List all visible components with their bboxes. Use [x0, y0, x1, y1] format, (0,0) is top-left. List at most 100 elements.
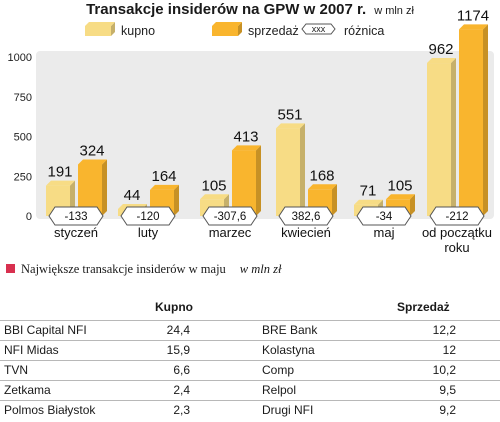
bar-sprzedaz-top: [150, 184, 179, 190]
chart-unit: w mln zł: [374, 5, 414, 17]
legend-swatch-side: [238, 22, 242, 36]
buy-value: 6,6: [173, 363, 190, 377]
legend-badge-text: xxx: [312, 24, 326, 34]
buy-value: 15,9: [166, 343, 190, 357]
legend-swatch-top: [212, 22, 242, 26]
x-tick-label: od początku: [422, 225, 492, 240]
bar-sprzedaz-top: [78, 159, 107, 165]
bar-sprzedaz-side: [256, 145, 261, 216]
data-label-kupno: 71: [360, 183, 377, 200]
y-tick-label: 0: [26, 211, 32, 223]
insider-table: Największe transakcje insiderów w maju w …: [0, 258, 500, 422]
bar-sprzedaz-side: [102, 159, 107, 216]
table-header: Największe transakcje insiderów w maju w …: [6, 262, 496, 278]
table-title: Największe transakcje insiderów w maju: [21, 262, 226, 276]
sell-value: 9,2: [439, 403, 456, 417]
red-square-icon: [6, 264, 15, 273]
bar-kupno-top: [200, 194, 229, 200]
buy-company: Polmos Białystok: [4, 403, 96, 417]
data-label-sprzedaz: 324: [79, 142, 104, 159]
y-tick-label: 250: [14, 171, 32, 183]
bar-kupno: [427, 63, 451, 217]
buy-company: NFI Midas: [4, 343, 59, 357]
legend-badge-icon: [301, 23, 336, 35]
bar-kupno-side: [451, 58, 456, 217]
difference-label: 382,6: [292, 211, 321, 223]
bar-kupno-top: [427, 58, 456, 64]
chart-title-block: Transakcje insiderów na GPW w 2007 r. w m…: [0, 1, 500, 19]
buy-value: 24,4: [166, 323, 190, 337]
difference-badge: [429, 206, 485, 226]
bar-chart: 0 250 500 750 1000 kupno sprzedaż xxx różnica 191…: [8, 7, 494, 255]
x-tick-label: styczeń: [54, 225, 98, 240]
column-header-kupno: Kupno: [155, 300, 193, 314]
legend-swatch: [85, 26, 111, 36]
bar-sprzedaz-side: [410, 194, 415, 216]
bar-sprzedaz-side: [332, 184, 337, 216]
data-label-kupno: 551: [277, 106, 302, 123]
bar-sprzedaz-side: [483, 24, 488, 216]
data-label-sprzedaz: 413: [233, 128, 258, 145]
buy-value: 2,4: [173, 383, 190, 397]
bar-sprzedaz-top: [386, 194, 415, 200]
y-tick-label: 750: [14, 92, 32, 104]
table-row: BBI Capital NFI 24,4 BRE Bank 12,2: [0, 320, 500, 341]
table-row: Zetkama 2,4 Relpol 9,5: [0, 380, 500, 401]
bar-kupno-top: [46, 180, 75, 186]
difference-badge: [202, 206, 258, 226]
bar-sprzedaz: [459, 29, 483, 216]
chart-title: Transakcje insiderów na GPW w 2007 r.: [86, 1, 367, 18]
bar-sprzedaz: [232, 150, 256, 216]
buy-company: Zetkama: [4, 383, 51, 397]
table-row: NFI Midas 15,9 Kolastyna 12: [0, 340, 500, 361]
legend-swatch: [212, 26, 238, 36]
legend-label-kupno: kupno: [121, 24, 155, 38]
legend-swatch-side: [111, 22, 115, 36]
y-tick-label: 1000: [8, 52, 32, 64]
buy-company: BBI Capital NFI: [4, 323, 87, 337]
y-tick-label: 500: [14, 132, 32, 144]
x-tick-label: luty: [138, 225, 159, 240]
data-label-kupno: 44: [124, 187, 141, 204]
x-tick-label: marzec: [209, 225, 252, 240]
data-label-sprzedaz: 105: [387, 177, 412, 194]
data-label-kupno: 962: [428, 41, 453, 58]
sell-company: Relpol: [262, 383, 297, 397]
buy-value: 2,3: [173, 403, 190, 417]
bar-sprzedaz-top: [459, 24, 488, 30]
bar-sprzedaz-top: [232, 145, 261, 151]
x-tick-label: roku: [444, 240, 469, 255]
sell-company: Drugi NFI: [262, 403, 314, 417]
data-label-sprzedaz: 164: [151, 168, 176, 185]
difference-badge: [356, 206, 412, 226]
sell-company: Kolastyna: [262, 343, 315, 357]
sell-value: 12,2: [432, 323, 456, 337]
column-header-sprzedaz: Sprzedaż: [397, 300, 450, 314]
sell-value: 12: [442, 343, 456, 357]
bar-kupno-side: [300, 123, 305, 216]
difference-label: -133: [64, 211, 87, 223]
difference-label: -34: [376, 211, 393, 223]
legend-label-roznica: różnica: [344, 24, 384, 38]
legend-swatch-top: [85, 22, 115, 26]
sell-company: Comp: [262, 363, 295, 377]
difference-label: -307,6: [214, 211, 247, 223]
table-row: Polmos Białystok 2,3 Drugi NFI 9,2: [0, 400, 500, 421]
data-label-kupno: 191: [47, 164, 72, 181]
legend-label-sprzedaz: sprzedaż: [248, 24, 299, 38]
data-label-kupno: 105: [201, 177, 226, 194]
difference-badge: [48, 206, 104, 226]
difference-label: -212: [445, 211, 468, 223]
bar-sprzedaz-top: [308, 184, 337, 190]
bar-kupno-top: [276, 123, 305, 129]
data-label-sprzedaz: 1174: [457, 7, 489, 24]
table-column-headers: Kupno Sprzedaż: [0, 300, 500, 316]
bar-kupno: [276, 128, 300, 216]
buy-company: TVN: [4, 363, 28, 377]
table-row: TVN 6,6 Comp 10,2: [0, 360, 500, 381]
sell-company: BRE Bank: [262, 323, 318, 337]
sell-value: 10,2: [432, 363, 456, 377]
plot-panel: [36, 51, 494, 219]
difference-badge: [278, 206, 334, 226]
